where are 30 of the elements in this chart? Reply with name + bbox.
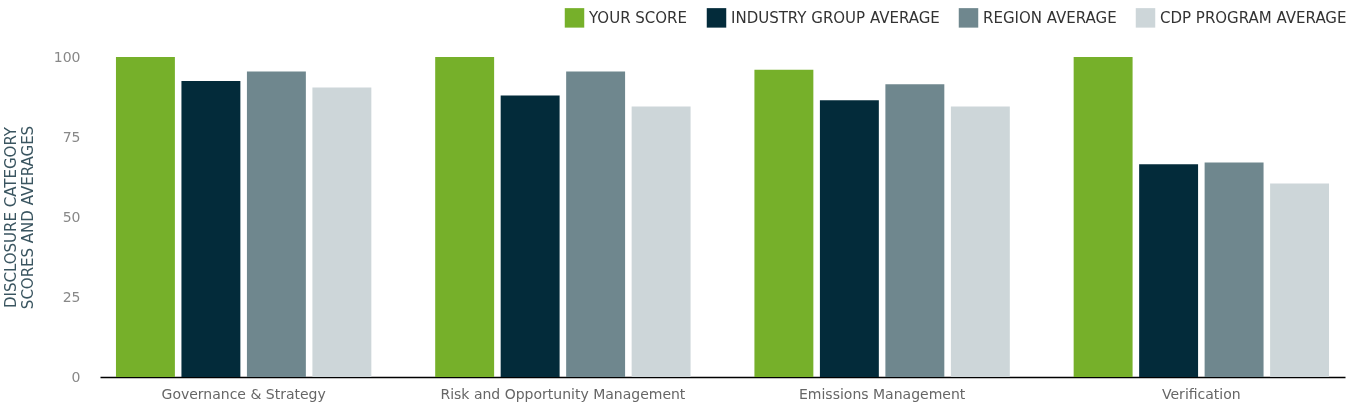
bar xyxy=(631,106,691,377)
bar xyxy=(312,87,372,377)
legend-label: CDP PROGRAM AVERAGE xyxy=(1160,8,1347,27)
y-axis-title: DISCLOSURE CATEGORY SCORES AND AVERAGES xyxy=(1,125,37,310)
legend-label: REGION AVERAGE xyxy=(983,8,1117,27)
x-tick-label: Emissions Management xyxy=(798,385,966,402)
x-tick-label: Risk and Opportunity Management xyxy=(440,385,686,402)
bar xyxy=(1204,162,1264,377)
bar xyxy=(1139,164,1199,377)
legend-label: YOUR SCORE xyxy=(588,8,688,27)
legend-label: INDUSTRY GROUP AVERAGE xyxy=(731,8,940,27)
y-tick-label: 100 xyxy=(53,48,81,65)
bar xyxy=(435,57,495,377)
bar xyxy=(1270,183,1330,377)
bar xyxy=(500,95,560,377)
y-tick-label: 50 xyxy=(62,208,81,225)
bar xyxy=(1073,57,1133,377)
y-tick-label: 75 xyxy=(62,128,81,145)
bar xyxy=(754,69,814,377)
bar xyxy=(566,71,626,377)
x-tick-label: Verification xyxy=(1162,385,1241,402)
bar xyxy=(885,84,945,377)
bar xyxy=(115,57,175,377)
y-tick-label: 0 xyxy=(71,368,81,385)
bar xyxy=(950,106,1010,377)
bar xyxy=(246,71,306,377)
y-tick-label: 25 xyxy=(62,288,81,305)
bar xyxy=(819,100,879,377)
x-tick-label: Governance & Strategy xyxy=(161,385,326,402)
bar xyxy=(181,81,241,377)
